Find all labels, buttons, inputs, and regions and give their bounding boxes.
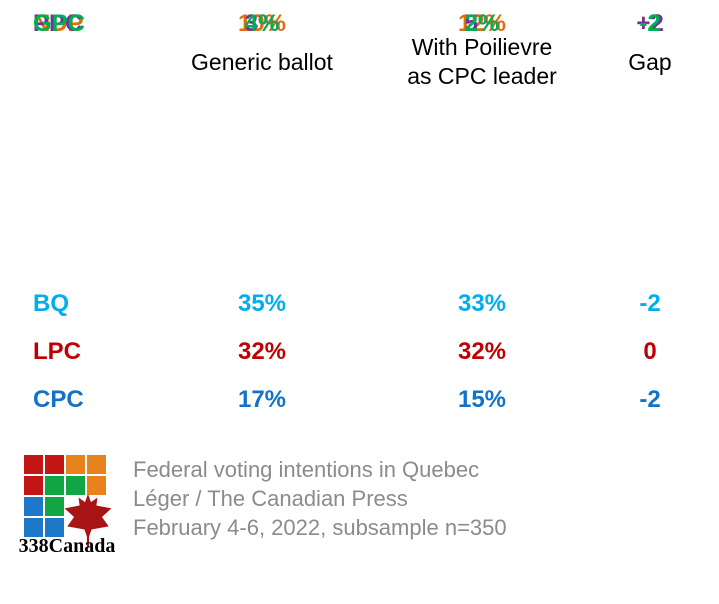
logo-square-orange bbox=[87, 455, 106, 474]
party-label: NDP bbox=[33, 10, 84, 37]
logo-square-red bbox=[45, 455, 64, 474]
logo-squares-grid bbox=[24, 455, 106, 537]
gap-value: -2 bbox=[639, 10, 661, 37]
caption-date: February 4-6, 2022, subsample n=350 bbox=[133, 515, 507, 540]
logo-square-green bbox=[45, 497, 64, 516]
generic-ballot-value: 4% bbox=[244, 10, 280, 37]
logo-square-blue bbox=[45, 518, 64, 537]
column-header-poilievre-line1: With Poilievre bbox=[411, 34, 553, 60]
party-label: BQ bbox=[33, 290, 69, 317]
column-header-gap: Gap bbox=[628, 49, 672, 75]
column-header-poilievre: With Poilievre as CPC leader bbox=[372, 33, 592, 91]
table-row-bq: BQ 35% 33% -2 bbox=[0, 280, 719, 328]
poilievre-value: 12% bbox=[457, 10, 507, 37]
maple-leaf-icon bbox=[64, 493, 112, 547]
gap-value: 0 bbox=[643, 338, 657, 365]
logo-square-green bbox=[45, 476, 64, 495]
table-row-cpc: CPC 17% 15% -2 bbox=[0, 376, 719, 424]
generic-ballot-value: 17% bbox=[237, 386, 287, 413]
logo-square-orange bbox=[87, 476, 106, 495]
poilievre-value: 2% bbox=[464, 10, 500, 37]
logo-square-orange bbox=[66, 455, 85, 474]
poilievre-value: 15% bbox=[457, 386, 507, 413]
caption-source: Léger / The Canadian Press bbox=[133, 486, 408, 511]
poilievre-value: 33% bbox=[457, 290, 507, 317]
poilievre-value: 5% bbox=[464, 10, 500, 37]
caption-title: Federal voting intentions in Quebec bbox=[133, 457, 480, 482]
logo-square-blue bbox=[24, 497, 43, 516]
caption: Federal voting intentions in Quebec Lége… bbox=[133, 455, 507, 542]
generic-ballot-value: 3% bbox=[244, 10, 280, 37]
party-label: LPC bbox=[33, 338, 81, 365]
338canada-logo: 338Canada bbox=[15, 450, 119, 562]
gap-value: -2 bbox=[639, 386, 661, 413]
gap-value: +2 bbox=[636, 10, 664, 37]
generic-ballot-value: 32% bbox=[237, 338, 287, 365]
logo-square-red bbox=[24, 455, 43, 474]
party-label: CPC bbox=[33, 386, 84, 413]
maple-leaf-shape bbox=[64, 493, 112, 547]
table-row-lpc: LPC 32% 32% 0 bbox=[0, 328, 719, 376]
generic-ballot-value: 35% bbox=[237, 290, 287, 317]
party-label: PPC bbox=[33, 10, 83, 37]
table-row-ppc: PPC 3% 5% +2 bbox=[0, 0, 719, 48]
column-header-poilievre-line2: as CPC leader bbox=[407, 63, 557, 89]
table-row-ndp: NDP 10% 12% +2 bbox=[0, 0, 719, 48]
logo-square-blue bbox=[24, 518, 43, 537]
party-label: GPC bbox=[33, 10, 86, 37]
logo-square-red bbox=[24, 476, 43, 495]
generic-ballot-value: 10% bbox=[237, 10, 287, 37]
logo-text: 338Canada bbox=[18, 535, 116, 557]
column-header-generic-ballot: Generic ballot bbox=[191, 49, 333, 75]
gap-value: -2 bbox=[639, 290, 661, 317]
gap-value: +2 bbox=[636, 10, 664, 37]
table-row-gpc: GPC 4% 2% -2 bbox=[0, 0, 719, 48]
logo-square-green bbox=[66, 476, 85, 495]
poilievre-value: 32% bbox=[457, 338, 507, 365]
